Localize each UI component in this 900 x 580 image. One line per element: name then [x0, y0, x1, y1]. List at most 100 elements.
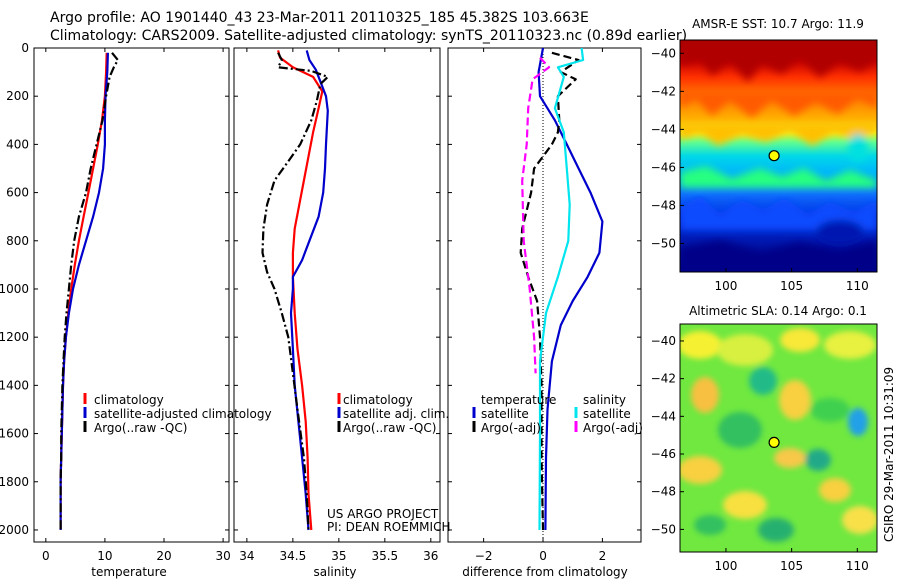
y-tick-label: −48	[651, 198, 676, 212]
temperature-legend: climatology satellite-adjusted climatolo…	[83, 393, 272, 435]
sst-map-ticks: 100 105 110 −40 −42 −44 −46 −48 −50	[651, 46, 869, 293]
sla-map-ticks: 100 105 110 −40 −42 −44 −46 −48 −50	[651, 334, 869, 573]
series-line-satellite-adjusted-climatology	[59, 52, 109, 530]
x-tick-label: 34.5	[279, 549, 306, 563]
difference-legend: temperature salinity satellite Argo(-adj…	[472, 393, 643, 435]
x-tick-label: 20	[156, 549, 171, 563]
x-tick-label: 2	[599, 549, 607, 563]
series-line-argo-raw-qc	[59, 52, 120, 530]
pi-credit: PI: DEAN ROEMMICH	[327, 520, 450, 534]
y-tick-label: −48	[651, 485, 676, 499]
y-tick-label: 400	[6, 137, 29, 151]
x-tick-label: 35.5	[371, 549, 398, 563]
legend-label-climatology: climatology	[94, 393, 164, 407]
temperature-lines	[59, 52, 120, 530]
y-tick-label: −42	[651, 84, 676, 98]
x-tick-label: 110	[846, 279, 869, 293]
legend-label-temp-satellite: satellite	[481, 407, 529, 421]
argo-position-marker	[768, 436, 780, 448]
argo-position-marker	[768, 150, 780, 162]
x-tick-label: 36	[423, 549, 438, 563]
legend-label-temp-argo: Argo(-adj)	[481, 421, 541, 435]
sst-map-panel: AMSR-E SST: 10.7 Argo: 11.9 100 105 110 −40…	[651, 17, 878, 293]
title-line-1: Argo profile: AO 1901440_43 23-Mar-2011 …	[50, 10, 589, 26]
difference-xlabel: difference from climatology	[462, 565, 628, 579]
difference-lines	[519, 47, 604, 531]
y-tick-label: 1000	[0, 282, 29, 296]
y-tick-label: 1600	[0, 427, 29, 441]
y-tick-label: 1800	[0, 475, 29, 489]
difference-axes-box	[447, 47, 642, 543]
difference-panel: −2 0 2 difference from climatology tempera…	[447, 47, 643, 579]
x-tick-label: 35	[331, 549, 346, 563]
y-tick-label: 600	[6, 186, 29, 200]
legend-label-satellite: satellite-adjusted climatology	[94, 407, 272, 421]
sst-structure	[680, 40, 877, 272]
y-tick-label: 1200	[0, 330, 29, 344]
sla-map-panel: Altimetric SLA: 0.14 Argo: 0.1	[651, 304, 878, 573]
x-tick-label: 100	[715, 559, 738, 573]
legend-label-sal-satellite: satellite	[583, 407, 631, 421]
y-tick-label: −44	[651, 122, 676, 136]
temperature-xlabel: temperature	[91, 565, 166, 579]
y-tick-label: 1400	[0, 378, 29, 392]
legend-label-sal-argo: Argo(-adj)	[583, 421, 643, 435]
legend-heading-salinity: salinity	[583, 393, 626, 407]
x-tick-label: 0	[42, 549, 50, 563]
x-tick-label: 100	[715, 279, 738, 293]
sla-map-frame	[679, 323, 878, 553]
salinity-xlabel: salinity	[313, 565, 356, 579]
series-line-satellite-adj-clim	[289, 50, 329, 531]
legend-label-satellite: satellite adj. clim.	[343, 407, 449, 421]
project-credit: US ARGO PROJECT	[327, 507, 439, 521]
series-line-temperature-satellite	[537, 47, 604, 531]
x-tick-label: 0	[539, 549, 547, 563]
y-tick-label: −40	[651, 46, 676, 60]
salinity-legend: climatology satellite adj. clim. Argo(..…	[337, 393, 449, 435]
y-tick-label: 200	[6, 89, 29, 103]
series-line-climatology	[59, 52, 108, 530]
difference-ticks: −2 0 2	[448, 47, 641, 563]
series-line-argo-raw-qc	[261, 52, 329, 531]
sst-map-frame	[679, 39, 878, 273]
salinity-axes-box	[233, 47, 441, 543]
series-line-salinity-argo-adj	[521, 56, 551, 374]
sla-structure	[680, 328, 877, 542]
salinity-panel: 34 34.5 35 35.5 36 salinity climatology sate…	[233, 47, 450, 579]
y-tick-label: −50	[651, 236, 676, 250]
sst-heatmap	[680, 40, 877, 272]
y-tick-label: −42	[651, 372, 676, 386]
y-tick-label: −46	[651, 447, 676, 461]
x-tick-label: 34	[239, 549, 254, 563]
x-tick-label: 10	[97, 549, 112, 563]
legend-heading-temperature: temperature	[481, 393, 556, 407]
csiro-timestamp: CSIRO 29-Mar-2011 10:31:09	[882, 367, 896, 542]
x-tick-label: 105	[780, 279, 803, 293]
x-tick-label: 110	[846, 559, 869, 573]
sst-map-title: AMSR-E SST: 10.7 Argo: 11.9	[692, 17, 864, 31]
series-line-climatology	[277, 50, 324, 531]
x-tick-label: 30	[215, 549, 230, 563]
legend-label-climatology: climatology	[343, 393, 413, 407]
y-tick-label: 800	[6, 234, 29, 248]
sla-map-title: Altimetric SLA: 0.14 Argo: 0.1	[689, 304, 867, 318]
legend-label-argo: Argo(..raw -QC)	[343, 421, 436, 435]
y-tick-label: −46	[651, 160, 676, 174]
y-tick-label: 0	[21, 41, 29, 55]
temperature-axes-box	[33, 47, 230, 543]
salinity-lines	[261, 50, 329, 531]
y-tick-label: −40	[651, 334, 676, 348]
temperature-ticks: 0 10 20 30 0 200 400 600 800 1000 1200 1400 1600 1800…	[0, 41, 231, 563]
title-line-2: Climatology: CARS2009. Satellite-adjuste…	[50, 28, 687, 44]
legend-label-argo: Argo(..raw -QC)	[94, 421, 187, 435]
salinity-ticks: 34 34.5 35 35.5 36	[234, 47, 440, 563]
series-line-salinity-satellite	[538, 47, 585, 531]
y-tick-label: −44	[651, 409, 676, 423]
y-tick-label: −50	[651, 522, 676, 536]
x-tick-label: 105	[780, 559, 803, 573]
temperature-panel: 0 10 20 30 0 200 400 600 800 1000 1200 1400 1600 1800…	[0, 41, 272, 579]
y-tick-label: 2000	[0, 523, 29, 537]
sla-heatmap	[680, 324, 877, 552]
series-line-temperature-argo-adj	[519, 51, 580, 531]
